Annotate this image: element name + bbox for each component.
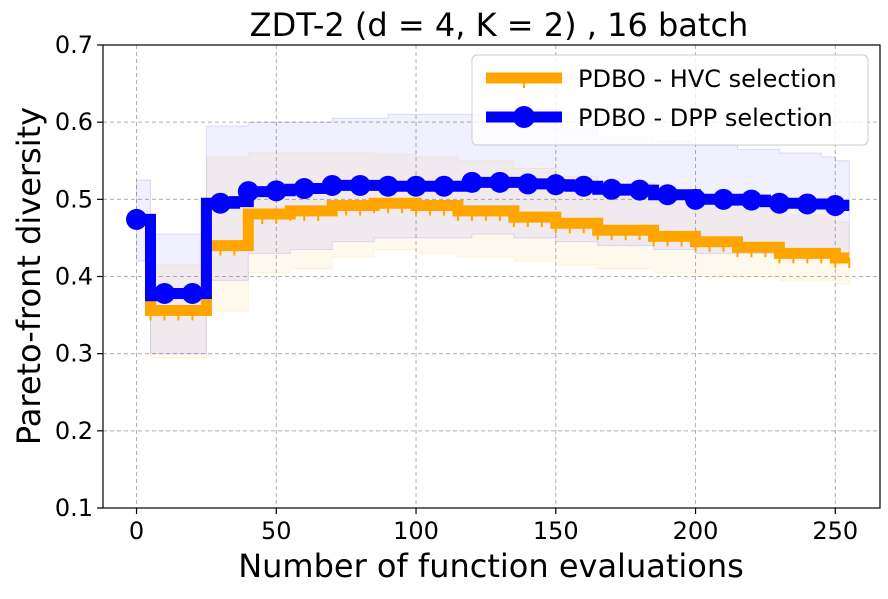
y-axis-ticks: 0.1 0.2 0.3 0.4 0.5 0.6 0.7	[55, 31, 103, 522]
chart-title: ZDT-2 (d = 4, K = 2) , 16 batch	[250, 6, 749, 44]
data-point-dpp	[489, 171, 511, 193]
series-line-hvc	[136, 197, 850, 316]
x-axis-label: Number of function evaluations	[238, 547, 744, 585]
data-point-dpp	[740, 189, 762, 211]
y-tick-label: 0.3	[55, 340, 93, 368]
data-point-dpp	[517, 173, 539, 195]
series-markers-dpp	[126, 171, 846, 304]
data-point-dpp	[293, 178, 315, 200]
data-point-dpp	[377, 175, 399, 197]
data-point-dpp	[349, 174, 371, 196]
data-point-dpp	[321, 174, 343, 196]
data-point-dpp	[265, 180, 287, 202]
legend-marker-dpp	[513, 106, 535, 128]
legend-label-dpp: PDBO - DPP selection	[578, 104, 833, 132]
data-point-dpp	[712, 188, 734, 210]
legend-box	[471, 54, 869, 146]
data-point-dpp	[657, 184, 679, 206]
confidence-band-dpp	[136, 113, 850, 355]
legend: PDBO - HVC selection PDBO - DPP selectio…	[471, 54, 869, 146]
x-tick-label: 250	[812, 517, 858, 545]
data-point-dpp	[209, 192, 231, 214]
y-tick-label: 0.5	[55, 185, 93, 213]
x-tick-label: 200	[673, 517, 719, 545]
data-point-dpp	[629, 179, 651, 201]
x-axis-ticks: 0 50 100 150 200 250	[129, 508, 858, 545]
x-tick-label: 100	[393, 517, 439, 545]
x-tick-label: 50	[261, 517, 292, 545]
data-point-dpp	[601, 178, 623, 200]
data-point-dpp	[796, 193, 818, 215]
y-tick-label: 0.1	[55, 494, 93, 522]
data-point-dpp	[573, 175, 595, 197]
series-markers-hvc	[135, 203, 851, 321]
y-tick-label: 0.4	[55, 263, 93, 291]
data-point-dpp	[237, 181, 259, 203]
data-point-dpp	[461, 171, 483, 193]
data-point-dpp	[405, 175, 427, 197]
data-point-dpp	[824, 195, 846, 217]
legend-entry-hvc: PDBO - HVC selection	[486, 65, 837, 93]
series-layer	[126, 171, 851, 321]
data-point-dpp	[181, 282, 203, 304]
data-point-dpp	[545, 174, 567, 196]
x-tick-label: 0	[129, 517, 144, 545]
data-point-dpp	[153, 282, 175, 304]
data-point-dpp	[126, 208, 148, 230]
legend-entry-dpp: PDBO - DPP selection	[486, 104, 833, 132]
x-tick-label: 150	[533, 517, 579, 545]
y-tick-label: 0.7	[55, 31, 93, 59]
data-point-dpp	[768, 192, 790, 214]
data-point-dpp	[433, 175, 455, 197]
data-point-dpp	[685, 188, 707, 210]
y-tick-label: 0.6	[55, 108, 93, 136]
y-axis-label: Pareto-front diversity	[10, 107, 48, 445]
legend-label-hvc: PDBO - HVC selection	[578, 65, 837, 93]
y-tick-label: 0.2	[55, 417, 93, 445]
